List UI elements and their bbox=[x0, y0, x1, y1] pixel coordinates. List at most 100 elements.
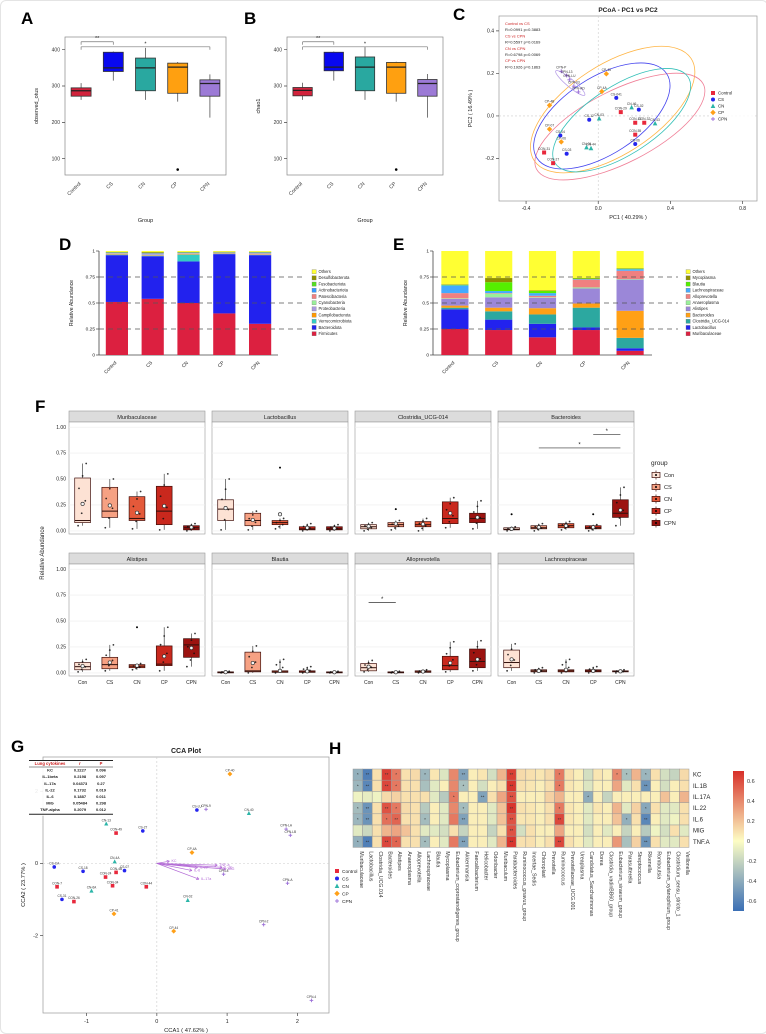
svg-text:Candidatus_Saccharimonas: Candidatus_Saccharimonas bbox=[588, 851, 594, 916]
svg-text:Romboutsia: Romboutsia bbox=[655, 851, 661, 879]
svg-text:CN-44: CN-44 bbox=[586, 143, 596, 147]
svg-text:CS: CS bbox=[145, 360, 154, 369]
svg-text:CN: CN bbox=[718, 104, 724, 109]
svg-text:Blautia: Blautia bbox=[435, 851, 441, 867]
svg-text:0.011: 0.011 bbox=[96, 794, 107, 799]
svg-text:Clostridia_UCG-014: Clostridia_UCG-014 bbox=[693, 319, 730, 324]
svg-text:CP-40: CP-40 bbox=[225, 769, 234, 773]
svg-text:Lactobacillus: Lactobacillus bbox=[264, 415, 297, 421]
svg-text:0.2079: 0.2079 bbox=[74, 807, 87, 812]
svg-text:*: * bbox=[395, 783, 397, 788]
svg-text:CN: CN bbox=[535, 360, 545, 370]
svg-text:CPN: CPN bbox=[417, 181, 429, 193]
svg-text:0: 0 bbox=[155, 1019, 158, 1025]
svg-text:300: 300 bbox=[274, 84, 283, 90]
svg-text:0.4: 0.4 bbox=[487, 29, 494, 35]
svg-text:Muribaculum: Muribaculum bbox=[502, 851, 508, 881]
svg-text:0.75: 0.75 bbox=[86, 275, 96, 281]
svg-text:Eubacterium_siraeum_group: Eubacterium_siraeum_group bbox=[617, 851, 623, 918]
svg-text:CPN: CPN bbox=[199, 181, 211, 193]
svg-text:MIG: MIG bbox=[693, 829, 705, 835]
svg-text:CP: CP bbox=[170, 181, 180, 191]
svg-text:0.8: 0.8 bbox=[739, 206, 746, 212]
svg-text:CN: CN bbox=[276, 680, 284, 686]
svg-text:CON-32: CON-32 bbox=[638, 117, 650, 121]
svg-text:CPN-9: CPN-9 bbox=[201, 804, 211, 808]
svg-text:100: 100 bbox=[274, 156, 283, 162]
svg-text:0.27: 0.27 bbox=[97, 781, 106, 786]
svg-text:CON-29: CON-29 bbox=[615, 107, 627, 111]
svg-text:Alistipes: Alistipes bbox=[396, 851, 402, 871]
svg-text:*: * bbox=[616, 772, 618, 777]
svg-text:Muribaculaceae: Muribaculaceae bbox=[693, 331, 723, 336]
svg-text:MIG: MIG bbox=[228, 867, 235, 871]
svg-text:-0.2: -0.2 bbox=[747, 859, 756, 865]
svg-text:*: * bbox=[386, 817, 388, 822]
svg-text:1: 1 bbox=[92, 249, 95, 255]
svg-text:Eubacterium_coprostanoligenes_: Eubacterium_coprostanoligenes_group bbox=[454, 851, 460, 941]
svg-text:Eubacterium_xylanophilum_group: Eubacterium_xylanophilum_group bbox=[665, 851, 671, 930]
svg-text:Clostridia_vadinBB60_group: Clostridia_vadinBB60_group bbox=[607, 851, 613, 917]
svg-text:Bacteroides: Bacteroides bbox=[693, 312, 715, 317]
svg-text:0.1732: 0.1732 bbox=[74, 787, 87, 792]
svg-text:0.75: 0.75 bbox=[420, 275, 430, 281]
svg-text:CS: CS bbox=[535, 680, 543, 686]
svg-text:*: * bbox=[424, 772, 426, 777]
svg-text:Lung cytokines: Lung cytokines bbox=[35, 761, 66, 766]
svg-text:Ureaplasma: Ureaplasma bbox=[579, 851, 585, 879]
svg-text:CN: CN bbox=[137, 181, 147, 191]
svg-text:CN-4A: CN-4A bbox=[110, 856, 120, 860]
svg-text:Control: Control bbox=[718, 91, 732, 96]
svg-text:*: * bbox=[559, 772, 561, 777]
svg-text:CPN-LB: CPN-LB bbox=[284, 830, 296, 834]
svg-text:**: ** bbox=[481, 795, 485, 800]
svg-text:CP-41: CP-41 bbox=[109, 908, 118, 912]
svg-text:CN-40: CN-40 bbox=[244, 808, 253, 812]
svg-text:CN: CN bbox=[664, 497, 672, 503]
svg-text:Relative Abundance: Relative Abundance bbox=[403, 280, 409, 326]
svg-text:Group: Group bbox=[138, 218, 153, 224]
svg-text:Actinobacteriota: Actinobacteriota bbox=[319, 288, 349, 293]
svg-text:CPN-03: CPN-03 bbox=[568, 81, 580, 85]
svg-text:*: * bbox=[357, 817, 359, 822]
svg-text:CP: CP bbox=[664, 509, 672, 515]
svg-text:IL-22: IL-22 bbox=[45, 787, 55, 792]
svg-text:CP: CP bbox=[447, 680, 455, 686]
svg-text:CS: CS bbox=[106, 680, 114, 686]
svg-text:**: ** bbox=[558, 839, 562, 844]
svg-text:CN-13: CN-13 bbox=[102, 818, 111, 822]
svg-text:0.5: 0.5 bbox=[88, 301, 95, 307]
svg-text:Con: Con bbox=[364, 680, 373, 686]
svg-text:0.2198: 0.2198 bbox=[74, 774, 87, 779]
svg-text:Alloprevotella: Alloprevotella bbox=[693, 294, 718, 299]
svg-text:Prevotellaceae_UCG.001: Prevotellaceae_UCG.001 bbox=[569, 851, 575, 910]
svg-text:Control: Control bbox=[66, 181, 82, 197]
svg-text:0.25: 0.25 bbox=[56, 503, 66, 509]
svg-text:0.00: 0.00 bbox=[56, 528, 66, 534]
svg-text:CP-4A: CP-4A bbox=[187, 847, 197, 851]
svg-text:1: 1 bbox=[426, 249, 429, 255]
svg-text:1.00: 1.00 bbox=[56, 567, 66, 573]
svg-text:CS: CS bbox=[249, 680, 257, 686]
svg-text:400: 400 bbox=[274, 47, 283, 53]
svg-text:**: ** bbox=[644, 783, 648, 788]
svg-text:CS-CA: CS-CA bbox=[49, 862, 60, 866]
svg-text:Akkermansia: Akkermansia bbox=[463, 851, 469, 881]
svg-text:CS-041: CS-041 bbox=[611, 92, 622, 96]
svg-text:Parasutterella: Parasutterella bbox=[627, 851, 633, 883]
svg-text:*: * bbox=[357, 783, 359, 788]
svg-text:Alistipes: Alistipes bbox=[693, 306, 708, 311]
svg-text:CN-43: CN-43 bbox=[650, 118, 660, 122]
panel-g-cca-chart: CCA Plot-1012-202KCTNF-aIL-22IL-6IL-1bMI… bbox=[17, 745, 379, 1033]
svg-text:CN: CN bbox=[181, 360, 191, 370]
svg-text:-0.4: -0.4 bbox=[747, 879, 756, 885]
svg-text:Clostridia_UCG.014: Clostridia_UCG.014 bbox=[377, 851, 383, 897]
svg-text:IL-1beta: IL-1beta bbox=[42, 774, 58, 779]
svg-text:CP: CP bbox=[304, 680, 312, 686]
svg-text:**: ** bbox=[558, 817, 562, 822]
svg-text:Con: Con bbox=[221, 680, 230, 686]
svg-text:-0.4: -0.4 bbox=[522, 206, 531, 212]
svg-text:*: * bbox=[424, 817, 426, 822]
